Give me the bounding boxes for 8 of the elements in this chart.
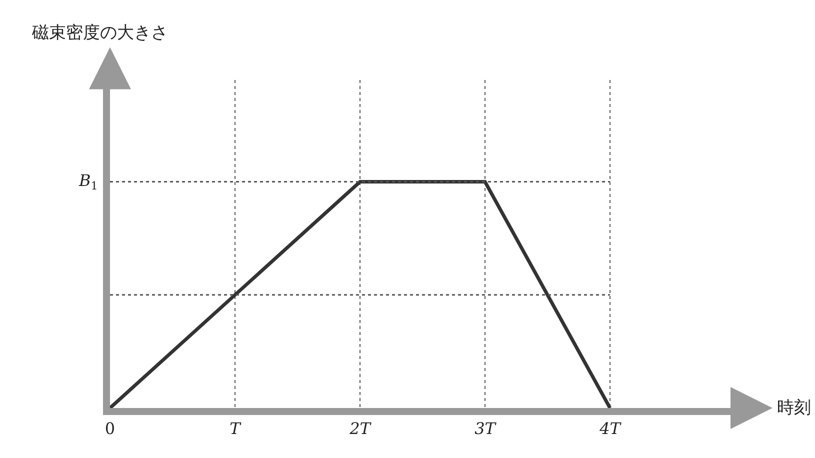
text: 磁束密度の大きさ <box>31 23 168 43</box>
x-axis-title: 時刻 <box>777 398 811 418</box>
x-tick-label: 0 <box>104 419 116 438</box>
x-tick-label: T <box>230 419 242 438</box>
x-tick-label: 4T <box>598 419 622 438</box>
ref-line-label: B$_{1}$ <box>78 171 98 192</box>
x-tick-label: 2T <box>348 419 372 438</box>
x-tick-label: 3T <box>474 419 497 438</box>
